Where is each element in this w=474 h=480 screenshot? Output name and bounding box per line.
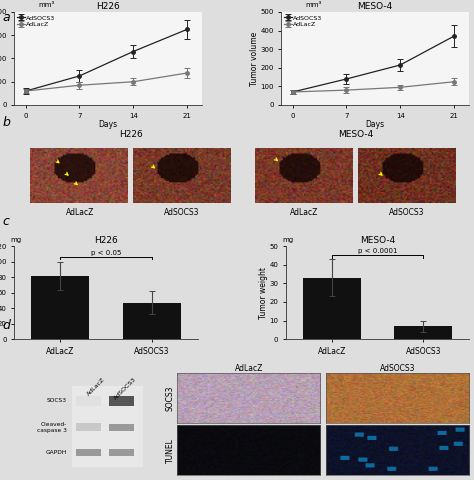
Title: AdSOCS3: AdSOCS3 <box>380 363 416 372</box>
Text: mm³: mm³ <box>306 2 322 8</box>
FancyBboxPatch shape <box>76 423 101 432</box>
Text: Cleaved-
caspase 3: Cleaved- caspase 3 <box>36 422 66 433</box>
Text: H226: H226 <box>119 130 143 139</box>
Bar <box>394 326 453 339</box>
Text: SOCS3: SOCS3 <box>46 398 66 403</box>
Y-axis label: Tumor weight: Tumor weight <box>259 266 268 319</box>
X-axis label: Days: Days <box>99 120 118 129</box>
Text: mg: mg <box>282 238 293 243</box>
Legend: AdSOCS3, AdLacZ: AdSOCS3, AdLacZ <box>18 15 55 27</box>
Y-axis label: TUNEL: TUNEL <box>165 438 174 463</box>
Text: b: b <box>2 116 10 129</box>
Title: AdLacZ: AdLacZ <box>235 363 263 372</box>
Text: p < 0.05: p < 0.05 <box>91 250 121 256</box>
Text: d: d <box>2 319 10 332</box>
Text: AdSOCS3: AdSOCS3 <box>389 207 424 216</box>
Text: AdSOCS3: AdSOCS3 <box>113 376 137 401</box>
FancyBboxPatch shape <box>109 449 134 456</box>
Text: c: c <box>2 215 9 228</box>
X-axis label: Days: Days <box>365 120 385 129</box>
Text: p < 0.0001: p < 0.0001 <box>358 249 397 254</box>
Title: H226: H226 <box>96 2 120 11</box>
FancyBboxPatch shape <box>109 424 134 431</box>
Bar <box>123 303 181 339</box>
Title: H226: H226 <box>94 236 118 245</box>
FancyBboxPatch shape <box>76 449 101 456</box>
Title: MESO-4: MESO-4 <box>357 2 393 11</box>
Text: a: a <box>2 11 10 24</box>
Y-axis label: SOCS3: SOCS3 <box>165 385 174 411</box>
Text: AdLacZ: AdLacZ <box>66 207 94 216</box>
FancyBboxPatch shape <box>76 396 101 406</box>
Bar <box>302 278 361 339</box>
FancyBboxPatch shape <box>109 396 134 406</box>
Text: AdSOCS3: AdSOCS3 <box>164 207 200 216</box>
Text: AdLacZ: AdLacZ <box>86 376 106 396</box>
Text: GAPDH: GAPDH <box>45 450 66 456</box>
Text: MESO-4: MESO-4 <box>338 130 373 139</box>
Text: mm³: mm³ <box>39 2 55 8</box>
Text: mg: mg <box>10 238 22 243</box>
Title: MESO-4: MESO-4 <box>360 236 395 245</box>
Bar <box>31 276 89 339</box>
Text: AdLacZ: AdLacZ <box>291 207 319 216</box>
Legend: AdSOCS3, AdLacZ: AdSOCS3, AdLacZ <box>284 15 322 27</box>
Y-axis label: Tumor volume: Tumor volume <box>250 31 259 85</box>
FancyBboxPatch shape <box>72 385 143 467</box>
